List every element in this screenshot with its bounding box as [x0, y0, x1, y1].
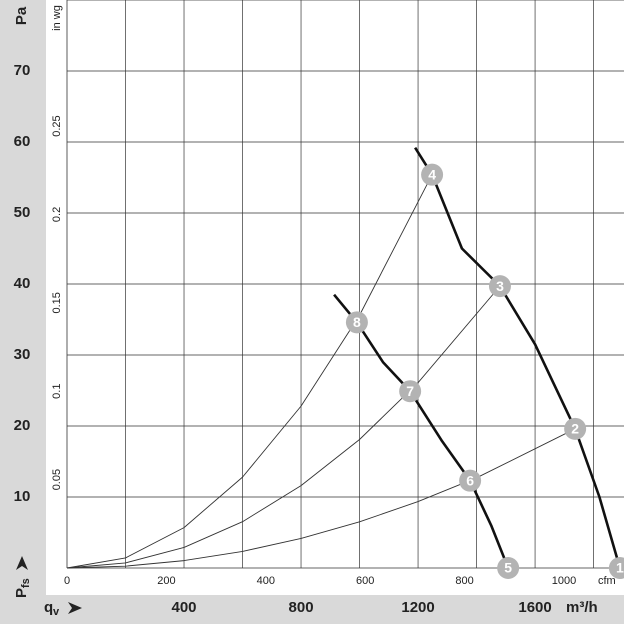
- left-band: [0, 0, 46, 624]
- y-tick-label: 10: [14, 488, 31, 505]
- point-label: 4: [428, 166, 436, 182]
- y-tick-label: 70: [14, 62, 31, 79]
- fan-curve: [333, 293, 510, 569]
- y2-tick-label: 0.15: [51, 292, 63, 313]
- operating-point: [421, 163, 444, 186]
- y2-tick-label: 0.05: [51, 469, 63, 490]
- point-label: 2: [571, 421, 579, 437]
- x-unit: m³/h: [566, 599, 598, 616]
- operating-point: [459, 469, 482, 492]
- x2-tick-label: 600: [356, 575, 374, 587]
- point-label: 6: [466, 472, 474, 488]
- y2-tick-label: 0.2: [51, 207, 63, 222]
- point-label: 3: [496, 278, 504, 294]
- y-tick-label: 40: [14, 275, 31, 292]
- operating-point: [488, 275, 511, 298]
- system-curve: [66, 428, 576, 569]
- arrow: [68, 602, 82, 614]
- x-tick-label: 1600: [518, 599, 551, 616]
- y-tick-label: 60: [14, 133, 31, 150]
- x2-unit: cfm: [598, 575, 616, 587]
- point-label: 5: [504, 560, 512, 576]
- y-label-main: P: [13, 588, 30, 598]
- y-tick-label: 20: [14, 417, 31, 434]
- operating-point: [564, 417, 587, 440]
- x2-tick-label: 200: [157, 575, 175, 587]
- x2-tick-label: 1000: [552, 575, 576, 587]
- point-label: 1: [616, 560, 624, 576]
- x-tick-label: 800: [289, 599, 314, 616]
- point-label: 7: [406, 383, 414, 399]
- x-label: q v: [44, 599, 82, 618]
- operating-point: [399, 380, 422, 403]
- system-curve: [66, 174, 433, 569]
- x-label-sub: v: [53, 606, 60, 618]
- point-label: 8: [353, 314, 361, 330]
- y2-tick-label: 0.1: [51, 384, 63, 399]
- fan-curve: [414, 146, 622, 569]
- y-tick-label: 50: [14, 204, 31, 221]
- y-label-sub: fs: [20, 578, 32, 588]
- bottom-band: [0, 595, 624, 624]
- operating-point: [497, 557, 520, 579]
- arrow: [16, 556, 28, 570]
- y-label: P fs: [13, 556, 32, 598]
- x2-tick-label: 800: [455, 575, 473, 587]
- operating-point: [608, 557, 624, 579]
- operating-point: [345, 311, 368, 334]
- y-tick-label: 30: [14, 346, 31, 363]
- x-tick-label: 400: [172, 599, 197, 616]
- y2-unit: in wg: [51, 5, 63, 31]
- x2-tick-label: 400: [257, 575, 275, 587]
- y2-tick-label: 0.25: [51, 115, 63, 136]
- x2-tick-label: 0: [64, 575, 70, 587]
- x-tick-label: 1200: [401, 599, 434, 616]
- x-label-main: q: [44, 599, 53, 616]
- y-unit: Pa: [13, 6, 30, 25]
